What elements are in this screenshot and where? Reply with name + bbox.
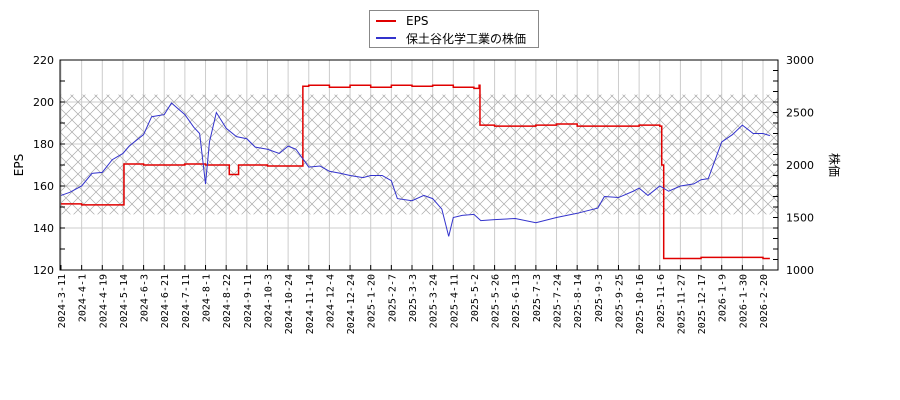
svg-text:2025-4-11: 2025-4-11 (449, 274, 460, 328)
svg-text:200: 200 (33, 96, 54, 109)
y-axis-right-ticks: 1000 1500 2000 2500 3000 (786, 54, 814, 277)
legend-swatch-stock-price (376, 37, 396, 39)
svg-text:2024-8-1: 2024-8-1 (202, 274, 213, 322)
legend: EPS 保土谷化学工業の株価 (369, 10, 539, 48)
svg-text:2025-11-6: 2025-11-6 (656, 274, 667, 328)
svg-text:2025-5-26: 2025-5-26 (491, 274, 502, 328)
y-axis-left-title: EPS (12, 154, 26, 176)
svg-text:180: 180 (33, 138, 54, 151)
svg-text:2025-10-16: 2025-10-16 (635, 274, 646, 334)
svg-text:140: 140 (33, 222, 54, 235)
svg-text:2024-10-3: 2024-10-3 (263, 274, 274, 328)
data-lines (60, 84, 771, 260)
legend-swatch-eps (376, 20, 396, 22)
svg-text:2025-7-24: 2025-7-24 (553, 274, 564, 328)
svg-text:2025-11-27: 2025-11-27 (676, 274, 687, 334)
svg-text:1500: 1500 (786, 212, 814, 225)
svg-text:2026-2-20: 2026-2-20 (759, 274, 770, 328)
eps-line (61, 84, 770, 260)
shaded-band (60, 94, 778, 215)
svg-text:2000: 2000 (786, 159, 814, 172)
svg-text:2500: 2500 (786, 107, 814, 120)
svg-text:2025-1-20: 2025-1-20 (367, 274, 378, 328)
svg-text:2024-4-1: 2024-4-1 (78, 274, 89, 322)
svg-text:2024-12-4: 2024-12-4 (325, 274, 336, 328)
svg-text:2025-2-7: 2025-2-7 (387, 274, 398, 322)
svg-text:2024-12-24: 2024-12-24 (346, 274, 357, 334)
svg-text:120: 120 (33, 264, 54, 277)
svg-text:2025-9-3: 2025-9-3 (594, 274, 605, 322)
svg-text:2024-3-11: 2024-3-11 (57, 274, 68, 328)
svg-text:2025-5-2: 2025-5-2 (470, 274, 481, 322)
svg-text:1000: 1000 (786, 264, 814, 277)
svg-text:2025-6-13: 2025-6-13 (511, 274, 522, 328)
svg-text:2024-10-24: 2024-10-24 (284, 274, 295, 334)
svg-text:2024-11-14: 2024-11-14 (305, 274, 316, 334)
svg-text:220: 220 (33, 54, 54, 67)
y-axis-right-title: 株価 (827, 153, 842, 177)
svg-text:2024-4-19: 2024-4-19 (98, 274, 109, 328)
svg-text:2024-9-11: 2024-9-11 (243, 274, 254, 328)
svg-text:2024-6-21: 2024-6-21 (160, 274, 171, 328)
svg-text:2024-6-3: 2024-6-3 (140, 274, 151, 322)
stock-price-line (60, 102, 771, 237)
svg-text:2024-7-11: 2024-7-11 (181, 274, 192, 328)
svg-text:2025-9-25: 2025-9-25 (614, 274, 625, 328)
svg-text:2025-8-14: 2025-8-14 (573, 274, 584, 328)
svg-text:3000: 3000 (786, 54, 814, 67)
legend-label-stock-price: 保土谷化学工業の株価 (406, 31, 527, 46)
svg-text:2026-1-30: 2026-1-30 (738, 274, 749, 328)
legend-label-eps: EPS (406, 14, 429, 28)
x-axis-ticks: 2024-3-11 2024-4-1 2024-4-19 2024-5-14 2024-… (57, 274, 770, 334)
legend-item-eps: EPS (376, 13, 428, 29)
svg-text:2024-8-22: 2024-8-22 (222, 274, 233, 328)
y-axis-left-ticks: 120 140 160 180 200 220 (33, 54, 54, 277)
svg-text:2026-1-9: 2026-1-9 (718, 274, 729, 322)
svg-text:2025-3-3: 2025-3-3 (408, 274, 419, 322)
svg-text:2025-7-3: 2025-7-3 (532, 274, 543, 322)
svg-text:160: 160 (33, 180, 54, 193)
svg-text:2025-12-17: 2025-12-17 (697, 274, 708, 334)
axes (59, 59, 779, 271)
svg-text:2024-5-14: 2024-5-14 (119, 274, 130, 328)
svg-text:2025-3-24: 2025-3-24 (429, 274, 440, 328)
legend-item-stock-price: 保土谷化学工業の株価 (376, 30, 526, 46)
